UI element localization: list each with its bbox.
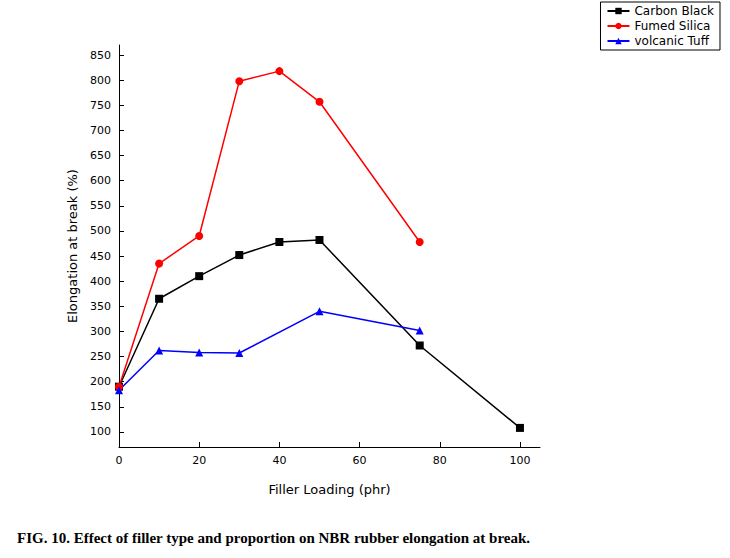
- svg-text:700: 700: [90, 124, 111, 137]
- svg-text:450: 450: [90, 250, 111, 263]
- svg-text:400: 400: [90, 275, 111, 288]
- svg-text:100: 100: [90, 425, 111, 438]
- svg-text:300: 300: [90, 325, 111, 338]
- svg-text:60: 60: [353, 454, 367, 467]
- svg-text:850: 850: [90, 49, 111, 62]
- svg-text:volcanic Tuff: volcanic Tuff: [634, 34, 709, 48]
- svg-text:100: 100: [509, 454, 530, 467]
- svg-text:350: 350: [90, 300, 111, 313]
- svg-text:Carbon Black: Carbon Black: [634, 4, 714, 18]
- svg-text:250: 250: [90, 350, 111, 363]
- svg-text:600: 600: [90, 174, 111, 187]
- svg-text:40: 40: [272, 454, 286, 467]
- svg-text:Elongation at break (%): Elongation at break (%): [65, 169, 80, 323]
- svg-text:150: 150: [90, 400, 111, 413]
- svg-text:650: 650: [90, 149, 111, 162]
- svg-text:0: 0: [116, 454, 123, 467]
- svg-text:800: 800: [90, 74, 111, 87]
- svg-text:200: 200: [90, 375, 111, 388]
- svg-text:80: 80: [433, 454, 447, 467]
- svg-text:500: 500: [90, 224, 111, 237]
- svg-text:20: 20: [192, 454, 206, 467]
- svg-text:550: 550: [90, 199, 111, 212]
- svg-text:Filler Loading (phr): Filler Loading (phr): [268, 482, 390, 497]
- svg-text:750: 750: [90, 99, 111, 112]
- svg-text:FIG. 10. Effect of filler type: FIG. 10. Effect of filler type and propo…: [17, 530, 530, 546]
- svg-text:Fumed Silica: Fumed Silica: [634, 19, 710, 33]
